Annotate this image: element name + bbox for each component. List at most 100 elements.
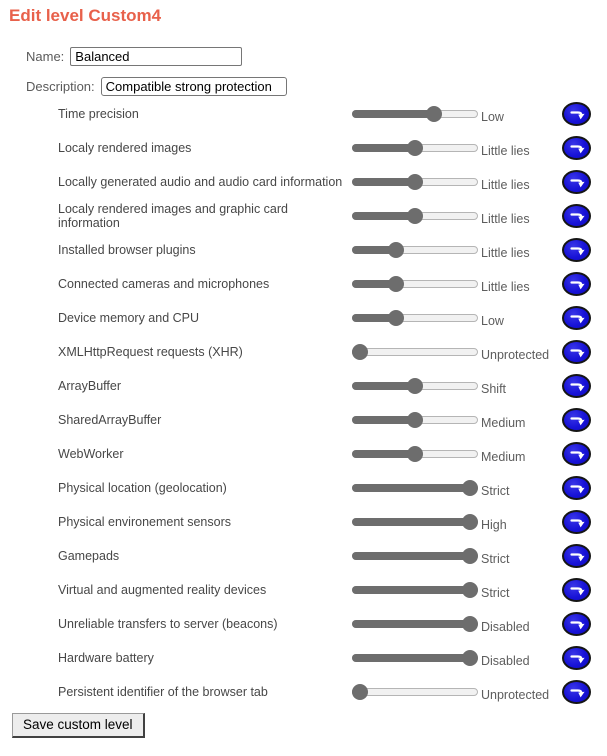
setting-row: Gamepads Strict bbox=[0, 539, 607, 573]
slider-track[interactable] bbox=[352, 348, 478, 356]
setting-slider[interactable] bbox=[352, 242, 478, 258]
name-input[interactable] bbox=[70, 47, 243, 66]
slider-fill bbox=[352, 620, 470, 628]
slider-fill bbox=[352, 246, 397, 254]
setting-slider[interactable] bbox=[352, 344, 478, 360]
setting-slider[interactable] bbox=[352, 106, 478, 122]
set-default-button[interactable] bbox=[562, 170, 591, 194]
setting-slider[interactable] bbox=[352, 412, 478, 428]
slider-fill bbox=[352, 586, 470, 594]
slider-thumb[interactable] bbox=[462, 650, 478, 666]
setting-label: ArrayBuffer bbox=[58, 379, 121, 393]
setting-row: WebWorker Medium bbox=[0, 437, 607, 471]
set-default-button[interactable] bbox=[562, 340, 591, 364]
set-default-button[interactable] bbox=[562, 510, 591, 534]
slider-fill bbox=[352, 144, 415, 152]
set-default-button[interactable] bbox=[562, 374, 591, 398]
setting-row: Installed browser plugins Little lies bbox=[0, 233, 607, 267]
setting-slider[interactable] bbox=[352, 480, 478, 496]
redo-arrow-icon bbox=[569, 176, 585, 189]
slider-thumb[interactable] bbox=[462, 582, 478, 598]
redo-arrow-icon bbox=[569, 414, 585, 427]
setting-slider[interactable] bbox=[352, 276, 478, 292]
setting-slider[interactable] bbox=[352, 684, 478, 700]
setting-value-label: Unprotected bbox=[481, 688, 550, 702]
setting-row: Localy rendered images and graphic card … bbox=[0, 199, 607, 233]
setting-slider[interactable] bbox=[352, 310, 478, 326]
setting-slider[interactable] bbox=[352, 378, 478, 394]
save-custom-level-button[interactable]: Save custom level bbox=[12, 713, 145, 738]
slider-thumb[interactable] bbox=[407, 140, 423, 156]
set-default-button[interactable] bbox=[562, 204, 591, 228]
set-default-button[interactable] bbox=[562, 476, 591, 500]
slider-thumb[interactable] bbox=[462, 548, 478, 564]
setting-value-label: Strict bbox=[481, 552, 510, 566]
slider-thumb[interactable] bbox=[462, 616, 478, 632]
set-default-button[interactable] bbox=[562, 408, 591, 432]
slider-thumb[interactable] bbox=[425, 106, 442, 122]
setting-slider[interactable] bbox=[352, 514, 478, 530]
setting-label: Localy rendered images bbox=[58, 141, 192, 155]
redo-arrow-icon bbox=[569, 516, 585, 529]
setting-row: Unreliable transfers to server (beacons)… bbox=[0, 607, 607, 641]
slider-thumb[interactable] bbox=[407, 378, 423, 394]
setting-slider[interactable] bbox=[352, 548, 478, 564]
slider-track[interactable] bbox=[352, 688, 478, 696]
slider-thumb[interactable] bbox=[407, 174, 423, 190]
page-title: Edit level Custom4 bbox=[9, 6, 162, 25]
set-default-button[interactable] bbox=[562, 442, 591, 466]
setting-value-label: Little lies bbox=[481, 212, 530, 226]
redo-arrow-icon bbox=[569, 278, 585, 291]
setting-value-label: Little lies bbox=[481, 280, 530, 294]
settings-list: Time precision Low Localy rendered image… bbox=[0, 97, 607, 709]
slider-thumb[interactable] bbox=[388, 310, 405, 326]
description-input[interactable] bbox=[100, 77, 287, 96]
setting-slider[interactable] bbox=[352, 582, 478, 598]
slider-thumb[interactable] bbox=[407, 446, 423, 462]
slider-fill bbox=[352, 382, 415, 390]
setting-slider[interactable] bbox=[352, 140, 478, 156]
set-default-button[interactable] bbox=[562, 136, 591, 160]
setting-label: Device memory and CPU bbox=[58, 311, 200, 325]
setting-label: Localy rendered images and graphic card … bbox=[58, 202, 288, 230]
slider-fill bbox=[352, 552, 470, 560]
setting-row: Connected cameras and microphones Little… bbox=[0, 267, 607, 301]
setting-slider[interactable] bbox=[352, 446, 478, 462]
slider-fill bbox=[352, 280, 397, 288]
set-default-button[interactable] bbox=[562, 306, 591, 330]
set-default-button[interactable] bbox=[562, 544, 591, 568]
setting-value-label: Shift bbox=[481, 382, 507, 396]
set-default-button[interactable] bbox=[562, 102, 591, 126]
setting-value-label: Medium bbox=[481, 450, 526, 464]
setting-slider[interactable] bbox=[352, 650, 478, 666]
slider-thumb[interactable] bbox=[388, 242, 405, 258]
set-default-button[interactable] bbox=[562, 612, 591, 636]
setting-value-label: Little lies bbox=[481, 178, 530, 192]
set-default-button[interactable] bbox=[562, 646, 591, 670]
set-default-button[interactable] bbox=[562, 578, 591, 602]
slider-thumb[interactable] bbox=[352, 344, 368, 360]
slider-thumb[interactable] bbox=[462, 480, 478, 496]
slider-thumb[interactable] bbox=[407, 412, 423, 428]
slider-thumb[interactable] bbox=[352, 684, 368, 700]
setting-row: Physical environement sensors High bbox=[0, 505, 607, 539]
set-default-button[interactable] bbox=[562, 680, 591, 704]
setting-row: Localy rendered images Little lies bbox=[0, 131, 607, 165]
setting-slider[interactable] bbox=[352, 208, 478, 224]
setting-label: Physical location (geolocation) bbox=[58, 481, 227, 495]
setting-label: WebWorker bbox=[58, 447, 124, 461]
setting-row: Hardware battery Disabled bbox=[0, 641, 607, 675]
setting-slider[interactable] bbox=[352, 174, 478, 190]
set-default-button[interactable] bbox=[562, 238, 591, 262]
setting-value-label: Disabled bbox=[481, 654, 530, 668]
slider-thumb[interactable] bbox=[407, 208, 423, 224]
set-default-button[interactable] bbox=[562, 272, 591, 296]
slider-thumb[interactable] bbox=[388, 276, 405, 292]
slider-thumb[interactable] bbox=[462, 514, 478, 530]
setting-value-label: Unprotected bbox=[481, 348, 550, 362]
setting-value-label: Strict bbox=[481, 586, 510, 600]
setting-slider[interactable] bbox=[352, 616, 478, 632]
setting-value-label: Strict bbox=[481, 484, 510, 498]
setting-value-label: Little lies bbox=[481, 144, 530, 158]
redo-arrow-icon bbox=[569, 380, 585, 393]
